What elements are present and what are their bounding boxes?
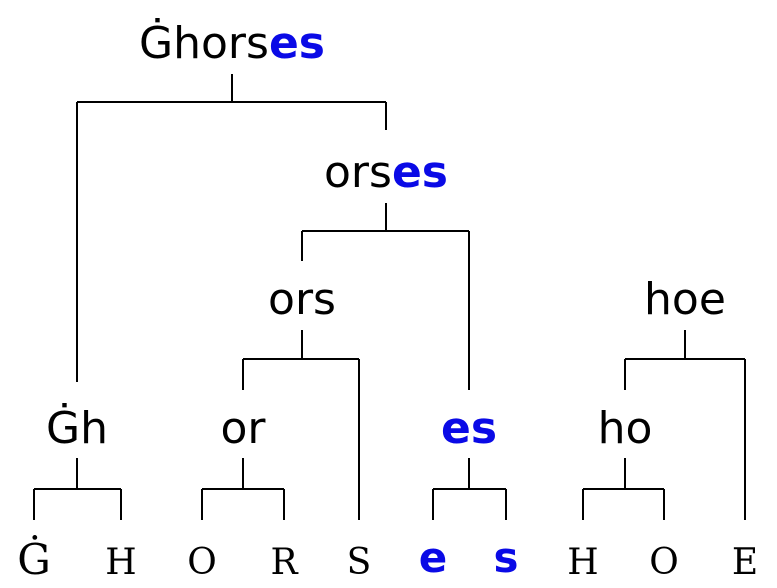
edge-ors xyxy=(242,330,360,520)
leaf-nodes: Ġ H O R S e s H O E xyxy=(17,533,758,584)
node-or: or xyxy=(220,403,266,454)
node-ho: ho xyxy=(598,403,653,454)
node-gh: Ġh xyxy=(46,402,108,454)
leaf-0: Ġ xyxy=(17,534,51,584)
edge-orses xyxy=(301,203,470,390)
leaf-7: H xyxy=(567,542,598,583)
edge-root xyxy=(76,74,387,382)
node-orses: orses xyxy=(324,147,448,198)
edge-es xyxy=(432,458,507,520)
leaf-2: O xyxy=(187,542,217,583)
tree-edges xyxy=(33,74,746,520)
edge-ho xyxy=(582,458,665,520)
node-ors: ors xyxy=(268,274,336,325)
leaf-8: O xyxy=(649,542,679,583)
edge-gh xyxy=(33,458,122,520)
leaf-4: S xyxy=(347,542,372,583)
edge-or xyxy=(201,458,285,520)
edge-hoe xyxy=(624,330,746,520)
leaf-3: R xyxy=(270,542,298,583)
node-hoe: hoe xyxy=(644,274,726,325)
leaf-6: s xyxy=(494,533,519,582)
leaf-1: H xyxy=(105,542,136,583)
node-es: es xyxy=(441,403,497,454)
leaf-9: E xyxy=(732,542,758,583)
internal-nodes: Ġhorses orses ors hoe Ġh or es ho xyxy=(46,17,726,454)
leaf-5: e xyxy=(419,533,448,582)
node-root: Ġhorses xyxy=(139,17,325,69)
